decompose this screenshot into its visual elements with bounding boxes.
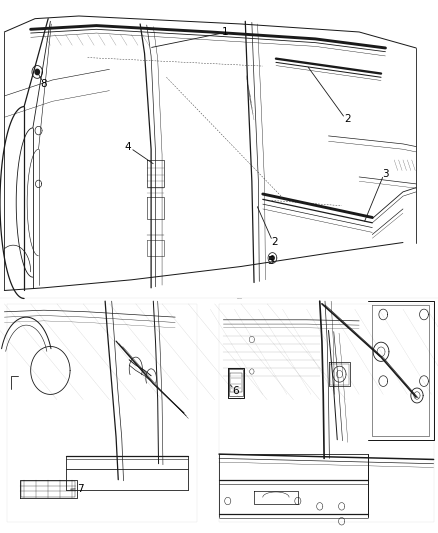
Text: 6: 6: [232, 386, 239, 395]
Text: 5: 5: [267, 256, 274, 266]
Text: 2: 2: [344, 115, 351, 124]
Text: ...: ...: [237, 295, 243, 300]
Text: 7: 7: [77, 484, 84, 494]
Text: 1: 1: [222, 27, 229, 37]
Polygon shape: [35, 69, 39, 75]
Polygon shape: [271, 256, 274, 260]
Text: 4: 4: [124, 142, 131, 152]
Text: 3: 3: [382, 169, 389, 179]
Text: 8: 8: [40, 79, 47, 88]
Text: 2: 2: [271, 237, 278, 247]
